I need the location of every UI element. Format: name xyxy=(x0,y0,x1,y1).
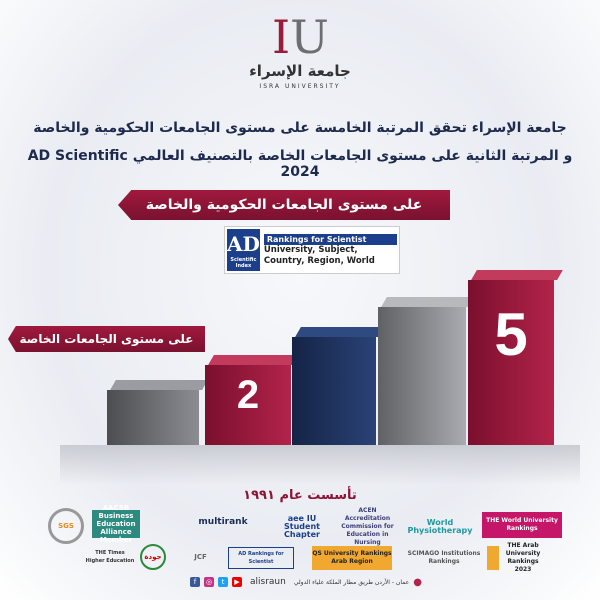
logo-english-name: ISRA UNIVERSITY xyxy=(259,83,341,90)
facebook-icon[interactable]: f xyxy=(190,577,200,587)
bar-navy xyxy=(292,327,385,445)
ad-scientific-index-logo: AD Scientific Index Rankings for Scientis… xyxy=(224,226,400,274)
address: عمان - الأردن طريق مطار الملكة علياء الد… xyxy=(293,578,410,586)
headline-line-1: جامعة الإسراء تحقق المرتبة الخامسة على م… xyxy=(33,120,567,136)
bar-private-rank: 2 xyxy=(205,355,300,445)
partner-logo-aee: aee IU Student Chapter xyxy=(284,514,320,539)
social-handle: alisraun xyxy=(250,577,286,587)
university-logo: IU xyxy=(272,10,329,64)
ad-badge: AD Scientific Index xyxy=(227,229,260,271)
partner-logo-acen: ACEN Accreditation Commission for Educat… xyxy=(341,507,394,546)
headline-line-2: و المرتبة الثانية على مستوى الجامعات الخ… xyxy=(27,148,573,180)
ad-title: Rankings for Scientist xyxy=(263,233,397,245)
ribbon-private: على مستوى الجامعات الخاصة xyxy=(8,326,205,352)
youtube-icon[interactable]: ▶ xyxy=(232,577,242,587)
partner-logo-world-physiotherapy: World Physiotherapy xyxy=(407,518,473,535)
partner-logo-the-wur: THE World University Rankings xyxy=(482,512,562,538)
partner-logo-quality: جودة xyxy=(140,544,166,570)
partner-logo-qs: QS University Rankings Arab Region xyxy=(312,546,392,570)
partner-logo-multirank: multirank xyxy=(198,517,248,527)
partner-logo-the: THE Times Higher Education xyxy=(85,550,135,564)
bar-public-private-rank: 5 xyxy=(468,270,563,445)
partner-logo-sgs: SGS xyxy=(48,508,84,544)
logo-i: I xyxy=(272,10,291,64)
ad-mark: AD xyxy=(227,232,260,256)
location-pin-icon: ● xyxy=(413,576,422,588)
twitter-icon[interactable]: t xyxy=(218,577,228,587)
partner-logo-scimago: SCIMAGO Institutions Rankings xyxy=(407,550,481,565)
ad-subtitle: University, Subject, Country, Region, Wo… xyxy=(263,244,375,266)
rank-private: 2 xyxy=(236,373,260,417)
founded-year: تأسست عام ١٩٩١ xyxy=(243,488,357,503)
ad-mark-sub: Scientific Index xyxy=(230,257,257,269)
partner-logo-ad: AD Rankings for Scientist xyxy=(228,547,294,569)
bar-gray-1 xyxy=(107,380,208,445)
contact-bar: f ◎ t ▶ alisraun عمان - الأردن طريق مطار… xyxy=(190,574,440,590)
logo-u: U xyxy=(290,10,329,64)
partner-logo-aacsb: AACSB Business Education Alliance Member xyxy=(92,504,140,544)
ribbon-public-private: على مستوى الجامعات الحكومية والخاصة xyxy=(118,190,450,220)
instagram-icon[interactable]: ◎ xyxy=(204,577,214,587)
bar-gray-2 xyxy=(378,297,475,445)
partner-logo-jcf: JCF xyxy=(194,553,207,561)
logo-arabic-name: جامعة الإسراء xyxy=(249,62,351,80)
partner-logo-the-arab: THE Arab University Rankings 2023 xyxy=(487,542,547,573)
rank-public-private: 5 xyxy=(494,301,528,368)
floor-reflection xyxy=(60,445,580,485)
